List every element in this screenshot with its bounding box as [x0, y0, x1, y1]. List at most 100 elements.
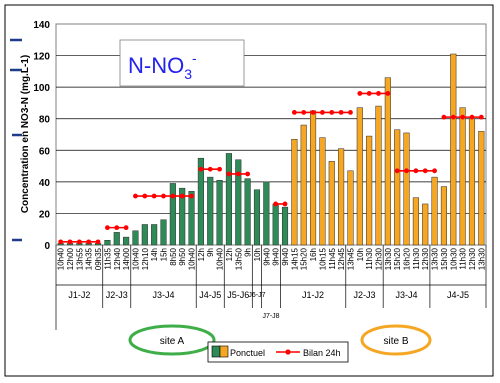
bar	[253, 189, 261, 246]
bilan-marker	[95, 239, 101, 245]
x-tick-label: 12h30	[468, 247, 477, 270]
bilan-marker	[114, 225, 120, 231]
y-tick-label: 80	[39, 115, 51, 126]
x-tick-label: 16h20	[403, 247, 412, 270]
bar	[347, 170, 354, 246]
bilan-marker	[217, 166, 222, 172]
bar	[300, 124, 307, 246]
bilan-marker	[189, 193, 194, 199]
day-group-label: J2-J3	[353, 290, 375, 300]
bar	[151, 224, 158, 246]
bar	[366, 135, 373, 246]
bilan-marker	[86, 239, 92, 245]
x-tick-label: 14h35	[85, 247, 94, 270]
bar	[160, 219, 167, 246]
left-decoration	[10, 38, 22, 242]
x-tick-label: 10h	[356, 248, 365, 261]
legend-swatch-site-a	[211, 345, 221, 358]
bilan-marker	[460, 114, 466, 120]
bilan-marker	[273, 201, 279, 207]
title-box	[119, 39, 245, 87]
day-group-label: J1-J2	[68, 290, 90, 300]
day-group-labels: J1-J2 J2-J3 J3-J4 J4-J5 J5-J6 J6-J7 J7-J8 J1-J2…	[55, 245, 487, 330]
bar	[356, 107, 363, 246]
bar	[384, 77, 391, 246]
x-tick-label: 12h30	[421, 247, 430, 270]
x-tick-label: 11h30	[412, 247, 421, 269]
day-group-label: J6-J7	[248, 292, 265, 299]
title-superscript: -	[192, 50, 197, 66]
x-tick-label: 9h40	[272, 247, 281, 265]
bilan-lines-group	[58, 91, 484, 245]
bar	[216, 180, 223, 246]
day-group-label: J5-J6	[227, 290, 249, 300]
x-tick-labels: 10h40 12h00 13h55 14h35 09h35 11h35 12h40 14h00…	[57, 247, 487, 270]
bar	[235, 159, 242, 246]
legend-marker-bilan	[285, 349, 291, 355]
x-tick-label: 15h	[160, 248, 169, 261]
x-tick-label: 15h20	[393, 247, 402, 270]
bilan-marker	[320, 110, 325, 115]
x-tick-label: 13h30	[431, 247, 440, 270]
bar	[412, 197, 419, 246]
x-tick-label: 13h45	[346, 247, 355, 270]
bar	[132, 230, 139, 246]
legend: Ponctuel Bilan 24h	[207, 341, 349, 363]
site-b-ellipse	[360, 324, 432, 356]
bilan-marker	[142, 193, 148, 199]
x-tick-label: 9h40	[262, 247, 271, 265]
bar	[450, 53, 457, 246]
bilan-marker	[366, 91, 372, 96]
x-tick-label: 9h50	[178, 247, 187, 265]
bar	[338, 148, 345, 246]
x-tick-label: 10h40	[188, 247, 197, 270]
x-tick-label: 12h	[197, 248, 206, 261]
bar	[431, 176, 438, 246]
site-b-label: site B	[383, 336, 408, 347]
bilan-marker	[376, 91, 381, 96]
legend-swatch-site-b	[219, 345, 229, 358]
bar	[104, 240, 111, 246]
y-tick-label: 100	[33, 83, 50, 94]
bar	[478, 131, 485, 246]
bar	[394, 129, 401, 246]
bilan-marker	[291, 110, 297, 115]
day-group-label: J3-J4	[396, 290, 418, 300]
bar	[263, 181, 270, 246]
bilan-marker	[76, 239, 82, 245]
bilan-marker	[432, 168, 437, 174]
x-tick-label: 09h35	[94, 247, 103, 270]
day-group-label: J2-J3	[106, 290, 128, 300]
x-tick-label: 10h30	[449, 247, 458, 270]
bilan-marker	[245, 171, 251, 177]
x-tick-label: 10h40	[131, 247, 140, 270]
bar	[375, 105, 382, 246]
bilan-marker	[179, 193, 185, 199]
bilan-marker	[207, 166, 213, 172]
x-tick-label: 16h	[309, 248, 318, 261]
y-tick-labels: 0 20 40 60 80 100 120 140	[33, 20, 50, 252]
bilan-marker	[198, 166, 204, 172]
legend-label-bilan: Bilan 24h	[303, 348, 341, 358]
x-tick-label: 14h15	[290, 247, 299, 270]
bilan-marker	[226, 171, 232, 177]
bar	[225, 153, 232, 246]
bar	[459, 107, 466, 246]
bilan-marker	[348, 110, 353, 115]
site-a-label: site A	[160, 336, 185, 347]
y-tick-label: 0	[44, 241, 50, 252]
x-tick-label: 10h	[253, 248, 262, 261]
bilan-marker	[478, 114, 484, 120]
bar	[123, 236, 130, 246]
bar	[328, 161, 335, 246]
bar	[179, 187, 186, 246]
bar	[188, 191, 195, 246]
bilan-marker	[105, 225, 110, 231]
chart-title: N-NO3-	[128, 50, 197, 82]
x-tick-label: 9h40	[281, 247, 290, 265]
bilan-marker	[441, 114, 447, 120]
day-group-label: J7-J8	[262, 313, 279, 320]
title-subscript: 3	[184, 66, 192, 82]
bar	[272, 203, 279, 246]
bilan-marker	[310, 110, 316, 115]
